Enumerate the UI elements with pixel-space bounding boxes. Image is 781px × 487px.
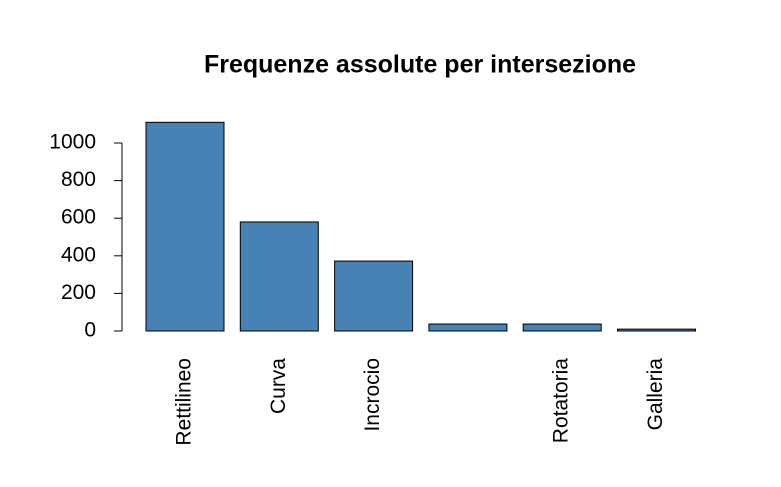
bar — [145, 121, 225, 332]
y-tick-label: 600 — [61, 206, 96, 229]
x-tick-label: Incrocio — [361, 358, 384, 432]
y-tick-label: 1000 — [49, 131, 96, 154]
bar — [239, 221, 319, 332]
y-tick-label: 800 — [61, 168, 96, 191]
y-tick-label: 0 — [84, 319, 96, 342]
x-tick-label: Galleria — [644, 358, 667, 431]
y-tick-label: 400 — [61, 243, 96, 266]
bar — [428, 323, 508, 332]
chart-title: Frequenze assolute per intersezione — [204, 51, 636, 79]
y-tick-label: 200 — [61, 281, 96, 304]
bar — [522, 323, 602, 332]
bar — [334, 260, 414, 332]
x-tick-label: Rettilineo — [173, 358, 196, 446]
x-tick-label: Curva — [267, 358, 290, 414]
bar — [617, 328, 696, 332]
x-tick-label: Rotatoria — [550, 358, 573, 444]
